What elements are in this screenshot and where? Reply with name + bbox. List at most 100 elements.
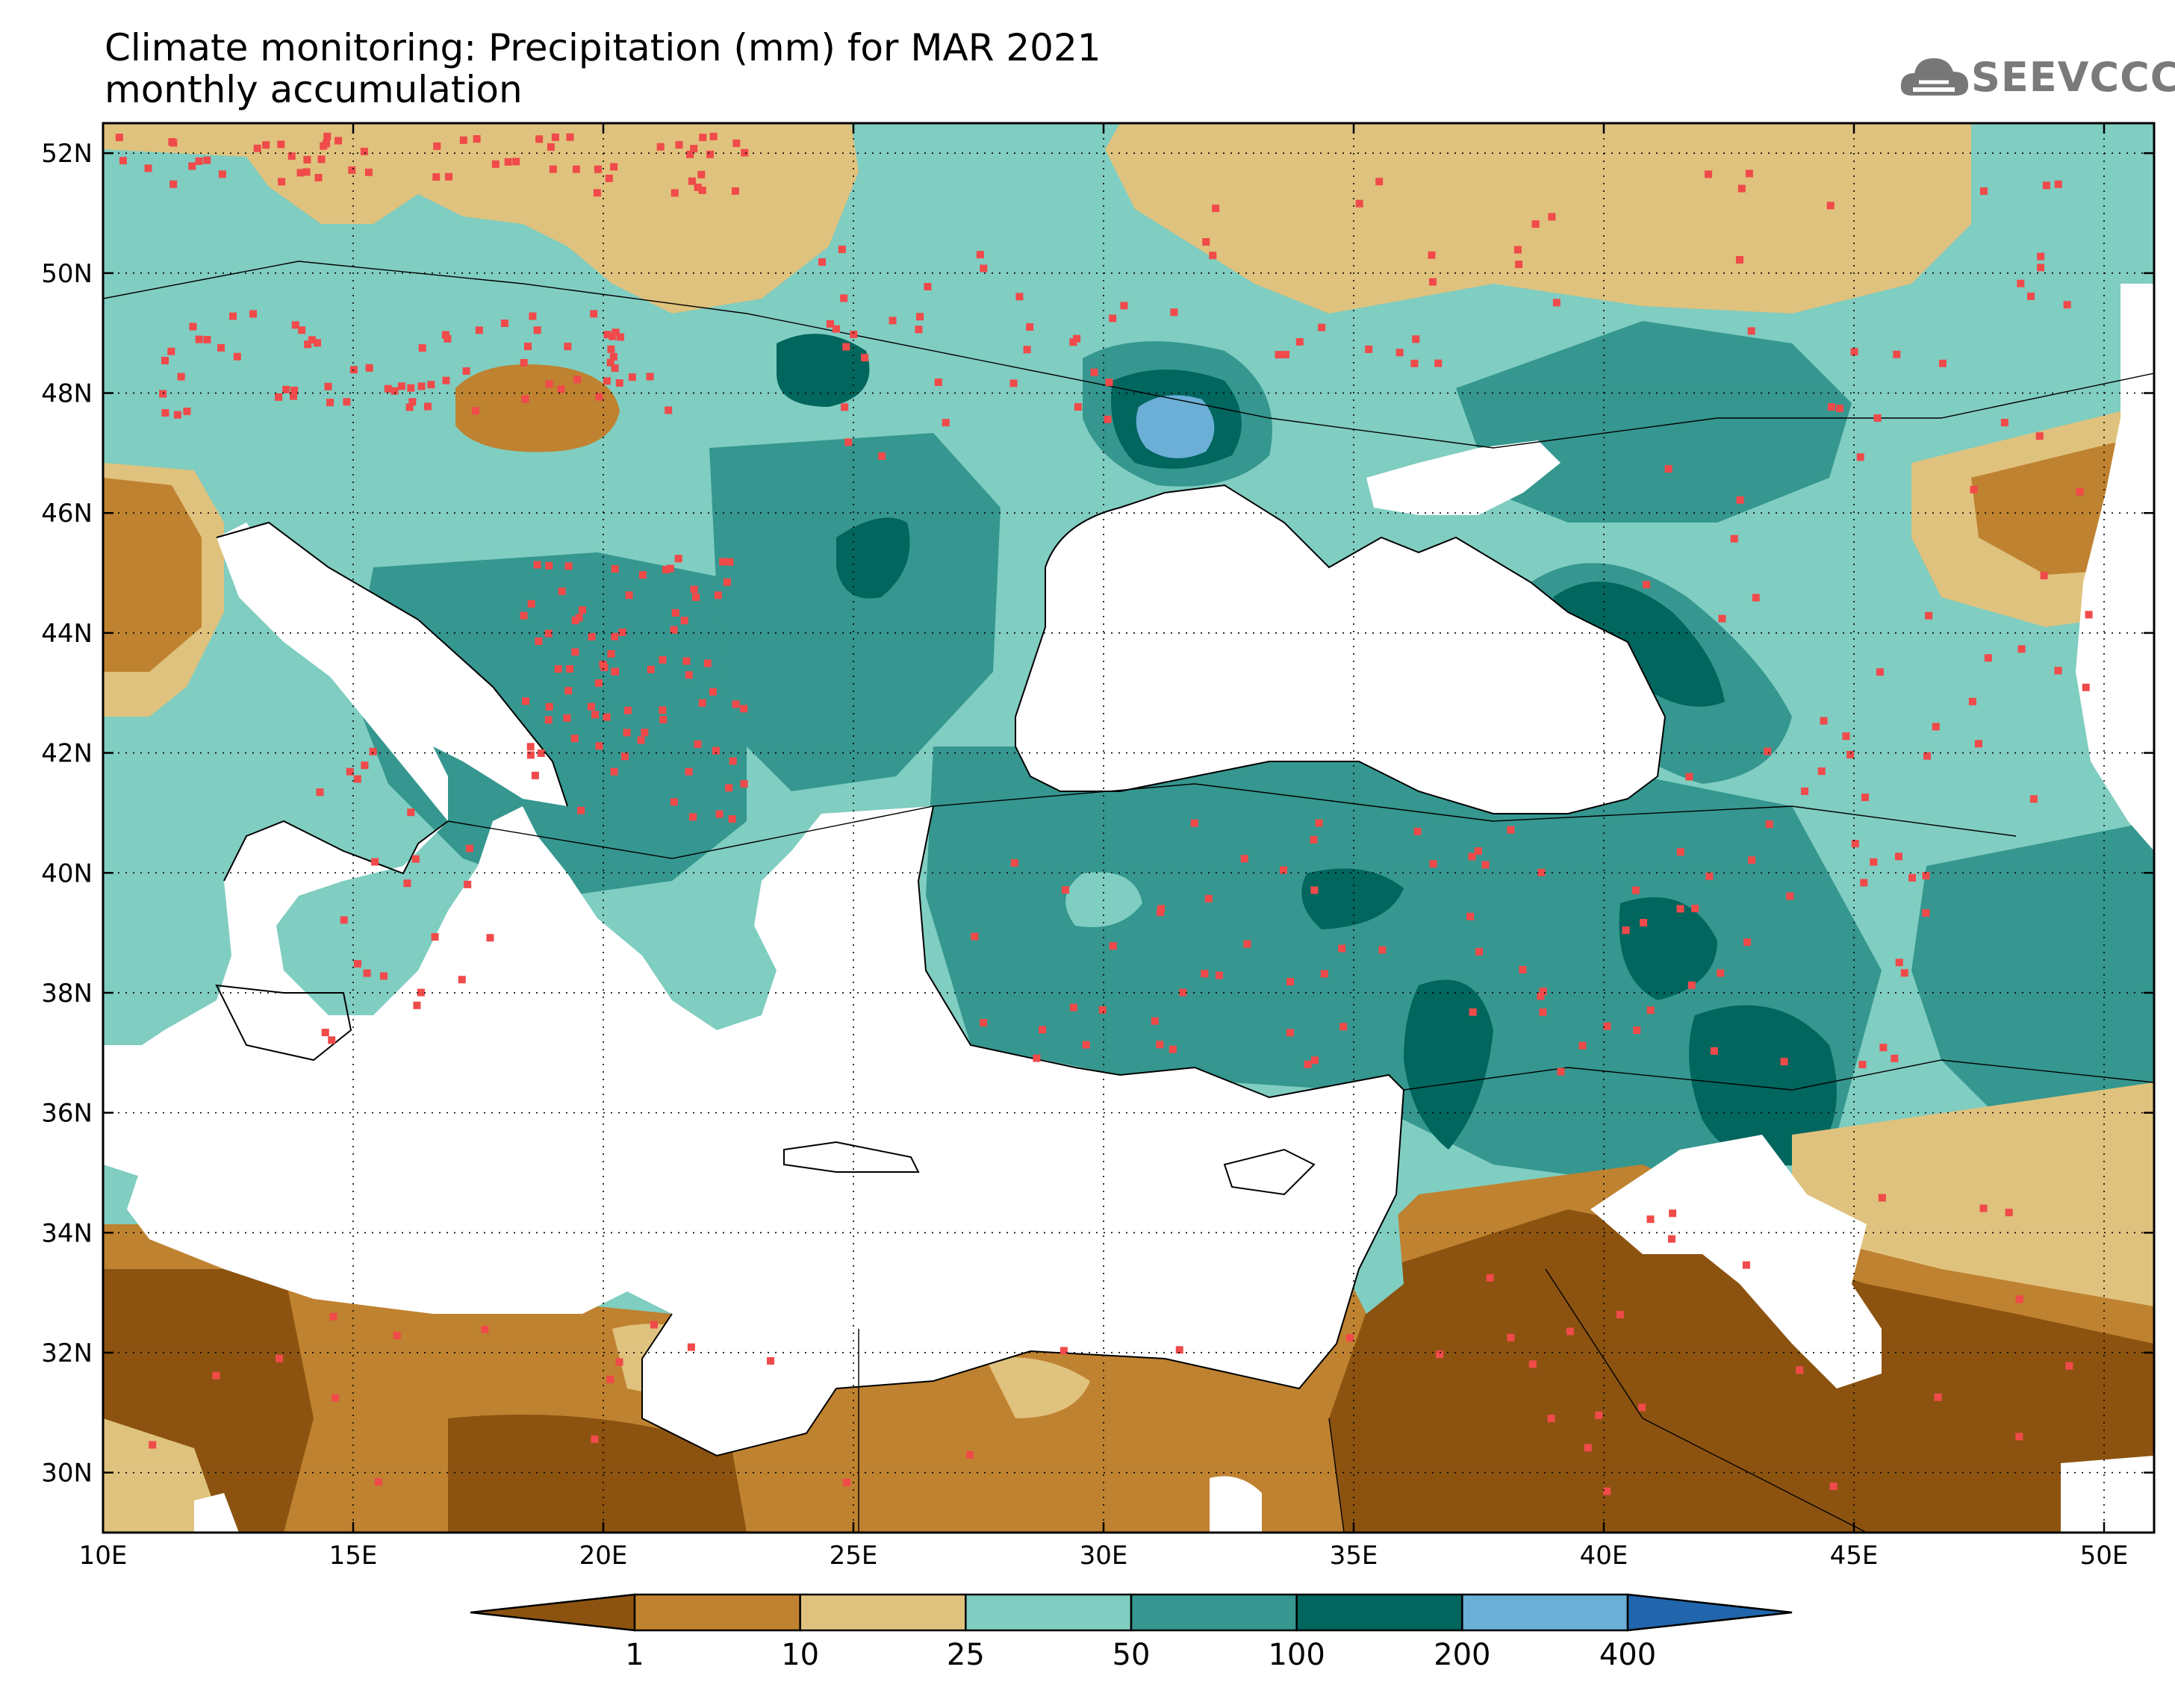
- station-marker: [566, 133, 574, 141]
- station-marker: [841, 403, 849, 411]
- station-marker: [615, 379, 623, 387]
- station-marker: [1204, 894, 1213, 903]
- station-marker: [1578, 1041, 1587, 1050]
- station-marker: [1105, 378, 1113, 387]
- station-marker: [1603, 1022, 1611, 1030]
- station-marker: [353, 775, 361, 783]
- station-marker: [431, 933, 439, 941]
- station-marker: [1436, 1350, 1444, 1359]
- map-subtitle: monthly accumulation: [105, 68, 523, 111]
- station-marker: [1873, 414, 1882, 422]
- station-marker: [572, 165, 580, 173]
- station-marker: [481, 1325, 489, 1333]
- legend-swatch: [1295, 1593, 1463, 1632]
- station-marker: [1676, 848, 1684, 856]
- station-marker: [646, 373, 654, 381]
- station-marker: [218, 170, 226, 178]
- station-marker: [491, 160, 500, 168]
- station-marker: [687, 1343, 695, 1351]
- color-legend: 1 10 25 50 100 200 400: [470, 1593, 1793, 1672]
- station-marker: [595, 742, 603, 750]
- lat-tick-label: 36N: [41, 1099, 93, 1129]
- station-marker: [1891, 1054, 1899, 1062]
- station-marker: [173, 411, 181, 419]
- station-marker: [343, 398, 351, 406]
- station-marker: [278, 178, 286, 186]
- station-marker: [662, 566, 670, 574]
- station-marker: [1061, 886, 1069, 894]
- station-marker: [656, 143, 665, 151]
- station-marker: [544, 629, 553, 638]
- station-marker: [740, 705, 748, 713]
- station-marker: [1922, 909, 1930, 917]
- station-marker: [889, 317, 897, 325]
- station-marker: [934, 378, 942, 387]
- station-marker: [692, 593, 700, 602]
- station-marker: [685, 767, 693, 776]
- station-marker: [1413, 827, 1422, 835]
- station-marker: [578, 606, 586, 614]
- station-marker: [1817, 767, 1826, 776]
- station-marker: [1687, 981, 1696, 989]
- station-marker: [843, 1478, 851, 1486]
- station-marker: [1552, 299, 1561, 307]
- station-marker: [767, 1357, 775, 1365]
- station-marker: [1109, 942, 1117, 950]
- station-marker: [564, 562, 573, 570]
- station-marker: [698, 699, 706, 707]
- station-marker: [1469, 1008, 1477, 1016]
- station-marker: [1975, 740, 1983, 748]
- station-marker: [321, 1029, 329, 1037]
- station-marker: [545, 380, 553, 388]
- station-marker: [212, 1371, 220, 1380]
- station-marker: [1631, 886, 1640, 894]
- station-marker: [554, 665, 562, 673]
- station-marker: [348, 166, 356, 174]
- station-marker: [2005, 1209, 2013, 1217]
- station-marker: [670, 798, 678, 806]
- station-marker: [571, 648, 579, 656]
- station-marker: [587, 702, 595, 711]
- station-marker: [1033, 1054, 1041, 1062]
- station-marker: [329, 1312, 337, 1321]
- station-marker: [277, 140, 285, 149]
- station-marker: [1923, 752, 1932, 760]
- station-marker: [353, 960, 361, 968]
- lat-tick-label: 44N: [41, 619, 93, 649]
- station-marker: [537, 749, 545, 757]
- station-marker: [1676, 905, 1684, 913]
- station-marker: [149, 1441, 157, 1449]
- station-marker: [531, 771, 539, 779]
- station-marker: [253, 144, 261, 152]
- station-marker: [832, 325, 840, 333]
- station-marker: [1876, 668, 1884, 676]
- legend-label: 200: [1434, 1638, 1490, 1672]
- station-marker: [1339, 1023, 1348, 1031]
- station-marker: [316, 788, 324, 797]
- station-marker: [1595, 1411, 1603, 1419]
- station-marker: [976, 251, 984, 259]
- station-marker: [1539, 987, 1547, 995]
- station-marker: [1039, 1026, 1047, 1034]
- station-marker: [144, 164, 152, 172]
- station-marker: [671, 609, 679, 617]
- station-marker: [1481, 861, 1490, 869]
- station-marker: [417, 382, 426, 390]
- station-marker: [1475, 947, 1484, 956]
- station-marker: [1355, 199, 1363, 208]
- station-marker: [551, 133, 559, 141]
- station-marker: [698, 186, 706, 194]
- station-marker: [570, 735, 579, 743]
- station-marker: [290, 386, 299, 394]
- station-marker: [464, 880, 472, 888]
- station-marker: [335, 137, 343, 145]
- station-marker: [303, 155, 311, 163]
- station-marker: [432, 173, 441, 181]
- station-marker: [189, 322, 197, 331]
- station-marker: [1745, 169, 1753, 178]
- station-marker: [1310, 886, 1319, 894]
- legend-swatch: [1461, 1593, 1629, 1632]
- station-marker: [1338, 944, 1346, 953]
- station-marker: [1878, 1194, 1886, 1202]
- station-marker: [1120, 302, 1128, 310]
